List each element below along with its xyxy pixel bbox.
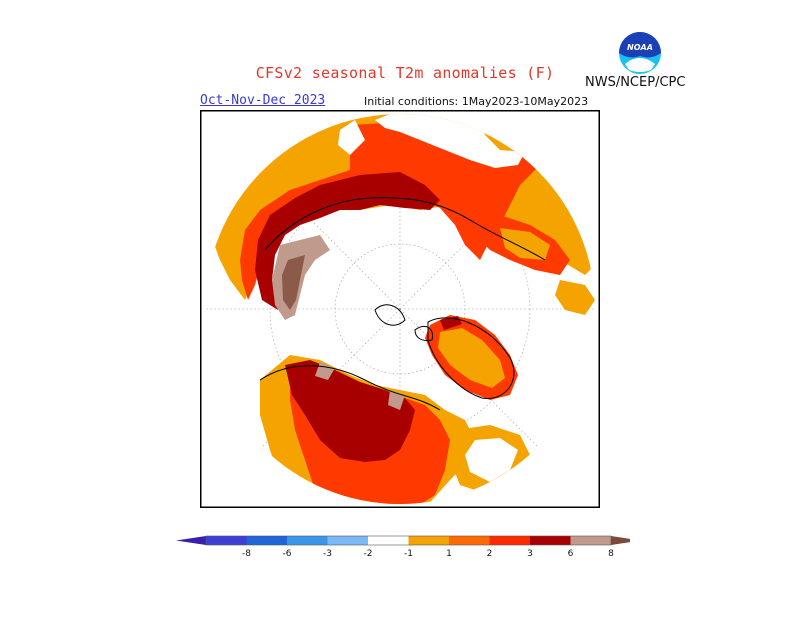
polar-map xyxy=(200,110,600,508)
coastlines xyxy=(259,197,546,411)
initial-conditions-label: Initial conditions: 1May2023-10May2023 xyxy=(364,95,589,108)
logo-gull xyxy=(625,58,655,72)
legend-tick-label: 2 xyxy=(487,549,493,559)
logo-sky xyxy=(619,32,661,58)
legend-swatch xyxy=(530,536,571,545)
logo-text: NOAA xyxy=(627,43,653,52)
legend-swatch xyxy=(206,536,247,545)
season-label: Oct-Nov-Dec 2023 xyxy=(200,93,326,108)
org-label: NWS/NCEP/CPC xyxy=(585,75,686,90)
legend-swatch xyxy=(327,536,368,545)
legend-tick-label: 3 xyxy=(527,549,533,559)
legend-tick-label: -2 xyxy=(364,549,373,559)
north-america-anomaly xyxy=(260,355,530,504)
map-disk xyxy=(205,114,595,504)
legend-tick-label: 6 xyxy=(568,549,574,559)
legend-outline xyxy=(205,535,612,546)
legend-tick-label: 1 xyxy=(446,549,452,559)
legend-swatch xyxy=(570,536,611,545)
legend-tick-label: -6 xyxy=(283,549,292,559)
eurasia-anomaly xyxy=(205,114,595,320)
chart-title: CFSv2 seasonal T2m anomalies (F) xyxy=(255,64,555,82)
noaa-logo: NOAA xyxy=(619,32,661,74)
legend-swatches: -8 -6 -3 -2 -1 1 2 3 6 8 xyxy=(176,535,630,559)
legend-swatch xyxy=(449,536,490,545)
legend-swatch xyxy=(368,536,409,545)
legend-swatch xyxy=(246,536,287,545)
legend-tick-label: -8 xyxy=(242,549,251,559)
legend-arrow-high xyxy=(611,536,630,545)
color-legend: -8 -6 -3 -2 -1 1 2 3 6 8 xyxy=(176,535,630,559)
legend-tick-label: 8 xyxy=(608,549,614,559)
legend-tick-label: -3 xyxy=(323,549,332,559)
legend-swatch xyxy=(287,536,328,545)
legend-swatch xyxy=(489,536,530,545)
legend-arrow-low xyxy=(176,536,206,545)
legend-tick-label: -1 xyxy=(404,549,413,559)
legend-swatch xyxy=(408,536,449,545)
